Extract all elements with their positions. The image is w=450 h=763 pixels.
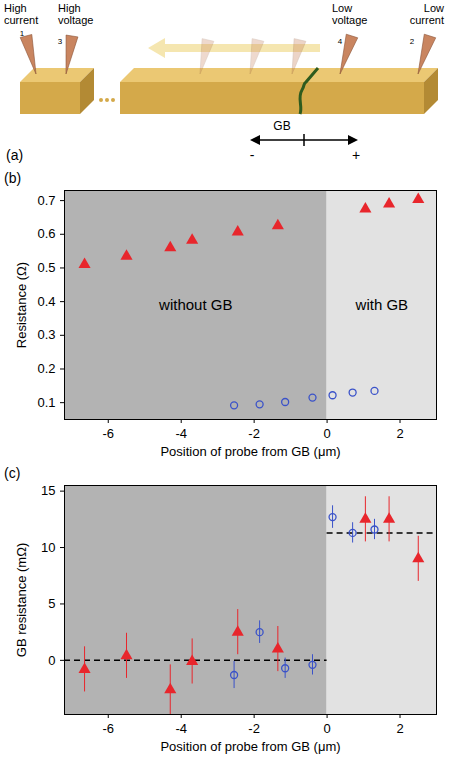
svg-text:Position of probe from GB (μm): Position of probe from GB (μm) bbox=[160, 739, 340, 754]
svg-text:0.6: 0.6 bbox=[37, 226, 55, 241]
svg-text:0.3: 0.3 bbox=[37, 327, 55, 342]
svg-text:-4: -4 bbox=[175, 721, 187, 736]
svg-text:GB: GB bbox=[273, 119, 290, 133]
svg-text:0.4: 0.4 bbox=[37, 294, 55, 309]
svg-text:Position of probe from GB (μm): Position of probe from GB (μm) bbox=[160, 444, 340, 459]
svg-text:Resistance (Ω): Resistance (Ω) bbox=[14, 262, 29, 348]
svg-text:Highvoltage: Highvoltage bbox=[58, 2, 93, 26]
svg-text:0.5: 0.5 bbox=[37, 260, 55, 275]
svg-text:5: 5 bbox=[48, 596, 55, 611]
svg-text:with GB: with GB bbox=[355, 296, 409, 313]
svg-text:3: 3 bbox=[58, 37, 63, 46]
svg-text:10: 10 bbox=[41, 540, 55, 555]
svg-text:0: 0 bbox=[323, 721, 330, 736]
svg-text:2: 2 bbox=[396, 426, 403, 441]
svg-text:-6: -6 bbox=[102, 426, 114, 441]
svg-text:Lowvoltage: Lowvoltage bbox=[332, 2, 367, 26]
svg-text:-: - bbox=[250, 147, 255, 163]
svg-text:-6: -6 bbox=[102, 721, 114, 736]
svg-text:-2: -2 bbox=[248, 426, 260, 441]
svg-text:-2: -2 bbox=[248, 721, 260, 736]
svg-text:1: 1 bbox=[20, 29, 25, 38]
html-text:(c): (c) bbox=[4, 465, 21, 481]
svg-text:without GB: without GB bbox=[158, 296, 232, 313]
svg-text:0: 0 bbox=[323, 426, 330, 441]
svg-text:2: 2 bbox=[396, 721, 403, 736]
svg-text:Highcurrent: Highcurrent bbox=[4, 2, 38, 26]
svg-text:0.7: 0.7 bbox=[37, 193, 55, 208]
svg-text:0.2: 0.2 bbox=[37, 361, 55, 376]
svg-text:+: + bbox=[352, 147, 360, 163]
html-text:(b): (b) bbox=[4, 170, 22, 186]
svg-text:2: 2 bbox=[410, 37, 415, 46]
svg-text:Lowcurrent: Lowcurrent bbox=[410, 2, 444, 26]
svg-text:GB resistance (mΩ): GB resistance (mΩ) bbox=[14, 543, 29, 657]
svg-text:(a): (a) bbox=[6, 147, 23, 163]
svg-text:15: 15 bbox=[41, 483, 55, 498]
svg-text:-4: -4 bbox=[175, 426, 187, 441]
svg-text:4: 4 bbox=[338, 37, 343, 46]
svg-text:0: 0 bbox=[48, 653, 55, 668]
svg-text:0.1: 0.1 bbox=[37, 395, 55, 410]
